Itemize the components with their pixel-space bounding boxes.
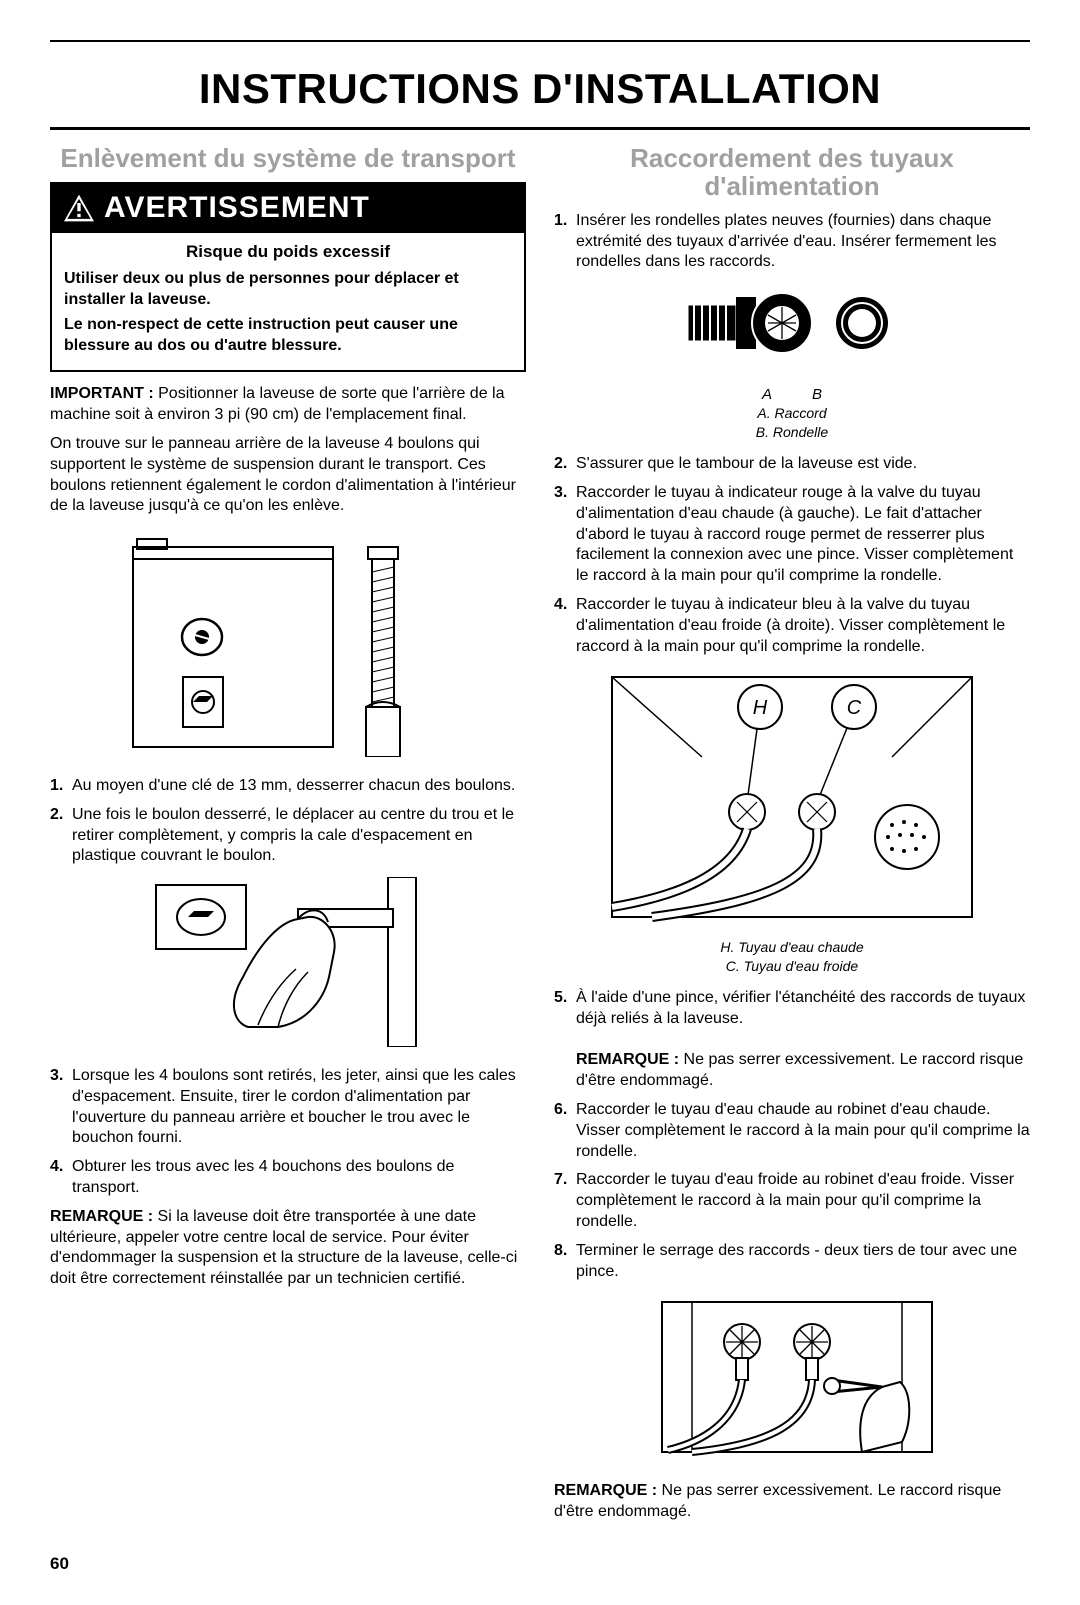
right-step-4: 4.Raccorder le tuyau à indicateur bleu à… bbox=[554, 595, 1030, 657]
right-step-5-text: À l'aide d'une pince, vérifier l'étanché… bbox=[576, 989, 1025, 1027]
fig1-ab-labels: AB bbox=[594, 385, 1030, 405]
right-step-8: 8.Terminer le serrage des raccords - deu… bbox=[554, 1241, 1030, 1283]
right-step-3: 3.Raccorder le tuyau à indicateur rouge … bbox=[554, 483, 1030, 587]
warning-bar: AVERTISSEMENT bbox=[52, 184, 524, 233]
right-step-6: 6.Raccorder le tuyau d'eau chaude au rob… bbox=[554, 1100, 1030, 1162]
page-number: 60 bbox=[50, 1553, 1030, 1575]
left-step-4: 4.Obturer les trous avec les 4 bouchons … bbox=[50, 1157, 526, 1199]
right-step-7: 7.Raccorder le tuyau d'eau froide au rob… bbox=[554, 1170, 1030, 1232]
fig2-caption: H. Tuyau d'eau chaude C. Tuyau d'eau fro… bbox=[554, 938, 1030, 976]
figure-hc-hoses: H C H. Tuyau d'eau chaude C. Tuyau d'eau… bbox=[554, 667, 1030, 976]
fig1-caption: A. Raccord B. Rondelle bbox=[554, 404, 1030, 442]
page-title: INSTRUCTIONS D'INSTALLATION bbox=[50, 54, 1030, 130]
important-label: IMPORTANT : bbox=[50, 385, 154, 402]
right-step-5-remark-label: REMARQUE : bbox=[576, 1051, 679, 1068]
right-step-5: 5. À l'aide d'une pince, vérifier l'étan… bbox=[554, 988, 1030, 1092]
warning-line-2: Le non-respect de cette instruction peut… bbox=[64, 315, 512, 357]
right-step-1: 1.Insérer les rondelles plates neuves (f… bbox=[554, 211, 1030, 273]
left-steps-3-4: 3.Lorsque les 4 boulons sont retirés, le… bbox=[50, 1066, 526, 1199]
figure-coupling-washer-svg bbox=[682, 283, 902, 378]
figure-hand-bolt-svg bbox=[148, 877, 428, 1047]
figure-bolts-svg bbox=[123, 527, 453, 757]
left-steps-1-2: 1.Au moyen d'une clé de 13 mm, desserrer… bbox=[50, 776, 526, 867]
right-steps-2-4: 2.S'assurer que le tambour de la laveuse… bbox=[554, 454, 1030, 657]
svg-text:H: H bbox=[753, 697, 768, 719]
left-heading: Enlèvement du système de transport bbox=[50, 144, 526, 173]
warning-risk-title: Risque du poids excessif bbox=[64, 241, 512, 263]
warning-body: Risque du poids excessif Utiliser deux o… bbox=[52, 233, 524, 370]
warning-bar-text: AVERTISSEMENT bbox=[104, 188, 370, 227]
figure-faucet-pliers bbox=[554, 1292, 1030, 1469]
figure-bolts bbox=[50, 527, 526, 764]
left-column: Enlèvement du système de transport AVERT… bbox=[50, 144, 526, 1531]
warning-box: AVERTISSEMENT Risque du poids excessif U… bbox=[50, 182, 526, 372]
svg-text:C: C bbox=[847, 697, 862, 719]
warning-triangle-icon bbox=[62, 193, 96, 223]
left-step-2: 2.Une fois le boulon desserré, le déplac… bbox=[50, 805, 526, 867]
right-steps-5-8: 5. À l'aide d'une pince, vérifier l'étan… bbox=[554, 988, 1030, 1282]
right-final-remark: REMARQUE : Ne pas serrer excessivement. … bbox=[554, 1481, 1030, 1523]
right-step-1-item: 1.Insérer les rondelles plates neuves (f… bbox=[554, 211, 1030, 273]
left-step-1: 1.Au moyen d'une clé de 13 mm, desserrer… bbox=[50, 776, 526, 797]
intro-paragraph: On trouve sur le panneau arrière de la l… bbox=[50, 434, 526, 517]
warning-line-1: Utiliser deux ou plus de personnes pour … bbox=[64, 269, 512, 311]
important-paragraph: IMPORTANT : Positionner la laveuse de so… bbox=[50, 384, 526, 426]
left-step-3: 3.Lorsque les 4 boulons sont retirés, le… bbox=[50, 1066, 526, 1149]
left-remark-label: REMARQUE : bbox=[50, 1208, 153, 1225]
right-step-2: 2.S'assurer que le tambour de la laveuse… bbox=[554, 454, 1030, 475]
top-rule bbox=[50, 40, 1030, 42]
figure-faucet-pliers-svg bbox=[632, 1292, 952, 1462]
left-remark: REMARQUE : Si la laveuse doit être trans… bbox=[50, 1207, 526, 1290]
figure-hc-hoses-svg: H C bbox=[592, 667, 992, 927]
figure-hand-bolt bbox=[50, 877, 526, 1054]
right-column: Raccordement des tuyaux d'alimentation 1… bbox=[554, 144, 1030, 1531]
right-heading: Raccordement des tuyaux d'alimentation bbox=[554, 144, 1030, 201]
figure-coupling-washer: AB A. Raccord B. Rondelle bbox=[554, 283, 1030, 442]
right-final-remark-label: REMARQUE : bbox=[554, 1482, 657, 1499]
two-column-layout: Enlèvement du système de transport AVERT… bbox=[50, 144, 1030, 1531]
